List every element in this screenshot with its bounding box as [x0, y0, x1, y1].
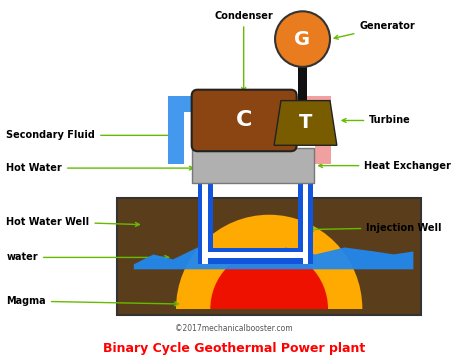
Bar — [198, 148, 213, 264]
Text: Magma: Magma — [6, 296, 179, 306]
Bar — [168, 96, 222, 111]
FancyBboxPatch shape — [191, 90, 297, 151]
Bar — [315, 96, 331, 164]
Text: Binary Cycle Geothermal Power plant: Binary Cycle Geothermal Power plant — [103, 342, 365, 355]
Bar — [298, 148, 313, 264]
Text: Hot Water: Hot Water — [6, 163, 193, 173]
Text: Generator: Generator — [334, 21, 415, 39]
Bar — [266, 96, 331, 111]
Bar — [191, 148, 314, 183]
Wedge shape — [176, 215, 362, 309]
Text: Hot Water Well: Hot Water Well — [6, 217, 139, 227]
Bar — [209, 252, 302, 258]
Bar — [314, 148, 331, 164]
Text: ©2017mechanicalbooster.com: ©2017mechanicalbooster.com — [175, 324, 292, 333]
Text: T: T — [299, 113, 312, 132]
Text: G: G — [294, 30, 310, 49]
Text: C: C — [236, 110, 252, 130]
Text: Turbine: Turbine — [342, 115, 411, 126]
Bar — [302, 150, 309, 264]
Bar — [202, 150, 209, 264]
Text: Heat Exchanger: Heat Exchanger — [319, 161, 451, 171]
Circle shape — [275, 11, 330, 67]
Polygon shape — [134, 248, 413, 269]
Text: water: water — [6, 252, 169, 262]
Text: Condenser: Condenser — [214, 11, 273, 91]
Polygon shape — [274, 101, 337, 145]
Bar — [117, 198, 421, 315]
Text: Secondary Fluid: Secondary Fluid — [6, 130, 180, 140]
Bar — [168, 96, 184, 164]
Wedge shape — [210, 249, 328, 309]
Bar — [298, 56, 308, 101]
Bar — [198, 248, 313, 264]
Text: Injection Well: Injection Well — [310, 223, 442, 233]
